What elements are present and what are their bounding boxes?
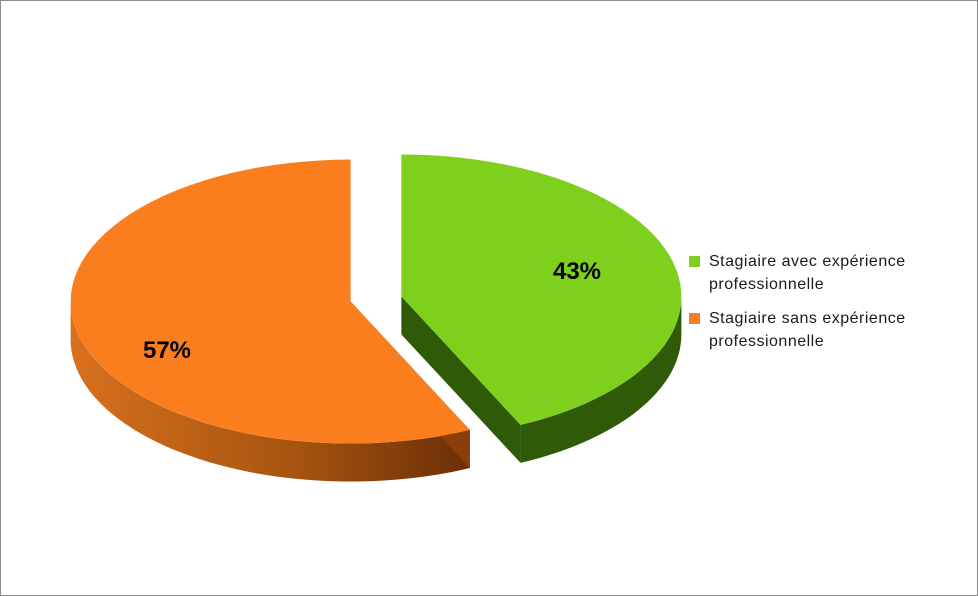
legend-swatch-avec [689, 256, 700, 267]
pie-slice-1-side [70, 301, 470, 482]
pie-slice-0-top [401, 154, 682, 425]
pie-slice-0-edge [401, 296, 521, 463]
legend-label-avec: Stagiaire avec expérience professionnell… [709, 253, 906, 293]
data-label-sans: 57% [143, 337, 191, 364]
pie-slice-0-side [520, 296, 682, 463]
legend-item-avec: Stagiaire avec expérience professionnell… [689, 250, 969, 296]
legend: Stagiaire avec expérience professionnell… [689, 250, 969, 364]
legend-label-sans: Stagiaire sans expérience professionnell… [709, 310, 906, 350]
pie-slice-1-top [70, 159, 470, 444]
legend-swatch-sans [689, 313, 700, 324]
legend-item-sans: Stagiaire sans expérience professionnell… [689, 307, 969, 353]
data-label-avec: 43% [553, 258, 601, 285]
